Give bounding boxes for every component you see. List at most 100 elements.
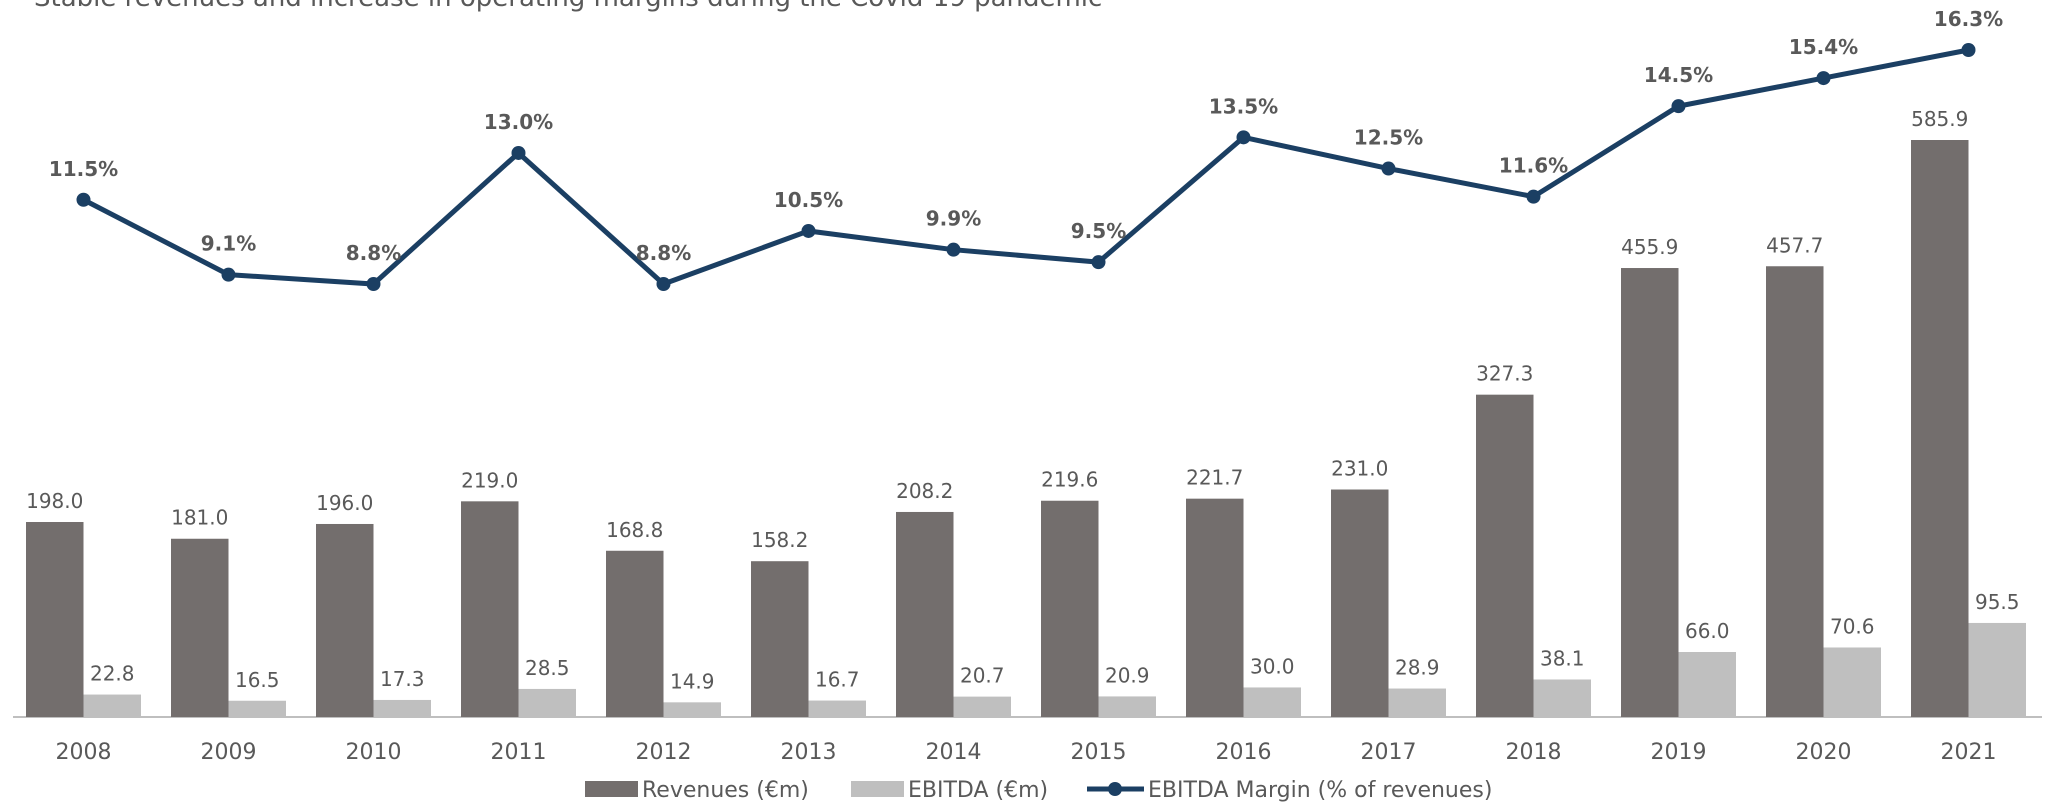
data-label: 585.9 [1911, 107, 1968, 131]
line-point [366, 277, 381, 291]
x-tick-label: 2017 [1361, 740, 1417, 765]
x-tick-label: 2015 [1071, 740, 1127, 765]
data-label: 14.9 [670, 669, 715, 693]
bar [1388, 688, 1446, 717]
legend-label: Revenues (€m) [642, 778, 809, 803]
data-label: 11.5% [49, 157, 118, 181]
data-label: 198.0 [26, 489, 83, 513]
data-label: 221.7 [1186, 466, 1243, 490]
data-label: 70.6 [1830, 614, 1875, 638]
bar [1331, 489, 1389, 717]
line-point [946, 242, 961, 257]
line-point [1961, 43, 1976, 57]
legend-swatch [585, 781, 638, 797]
x-tick-label: 2013 [781, 740, 837, 765]
x-tick-label: 2020 [1796, 740, 1852, 765]
data-label: 30.0 [1250, 654, 1295, 678]
bar [83, 694, 141, 717]
bar [228, 700, 286, 717]
line-point [1671, 99, 1686, 114]
bar [1186, 498, 1244, 717]
line-point [1236, 130, 1251, 145]
x-tick-label: 2014 [926, 740, 982, 765]
line-point [511, 145, 526, 160]
chart-title: Stable revenues and increase in operatin… [34, 0, 1102, 13]
data-label: 66.0 [1685, 619, 1730, 643]
x-tick-label: 2011 [491, 740, 547, 765]
bar [751, 561, 809, 717]
data-label: 12.5% [1354, 126, 1423, 150]
x-tick-label: 2021 [1941, 740, 1997, 765]
line-point [1526, 189, 1541, 204]
bar [953, 696, 1011, 717]
bar [373, 699, 431, 717]
line-point [1816, 71, 1831, 86]
line-point [1381, 161, 1396, 176]
data-label: 16.5 [235, 668, 280, 692]
legend-swatch [1108, 782, 1122, 796]
data-label: 208.2 [896, 479, 953, 503]
bar [1823, 647, 1881, 717]
bar [1621, 268, 1679, 717]
bar [1911, 140, 1969, 717]
data-label: 455.9 [1621, 235, 1678, 259]
bar [1968, 622, 2026, 717]
line [82, 47, 1969, 287]
bar [896, 511, 954, 717]
data-label: 20.7 [960, 664, 1005, 688]
data-label: 168.8 [606, 518, 663, 542]
line-point [1091, 255, 1106, 270]
data-label: 38.1 [1540, 646, 1585, 670]
data-label: 9.9% [926, 207, 981, 231]
bar [1041, 500, 1099, 717]
line-point [76, 192, 91, 207]
bar [316, 523, 374, 717]
bar [1476, 394, 1534, 717]
data-label: 219.6 [1041, 468, 1098, 492]
x-tick-label: 2016 [1216, 740, 1272, 765]
bar [663, 702, 721, 717]
x-tick-label: 2008 [56, 740, 112, 765]
data-label: 231.0 [1331, 457, 1388, 481]
data-label: 8.8% [636, 241, 691, 265]
data-label: 196.0 [316, 491, 373, 515]
data-label: 219.0 [461, 468, 518, 492]
x-tick-label: 2009 [201, 740, 257, 765]
data-label: 181.0 [171, 506, 228, 530]
x-tick-label: 2010 [346, 740, 402, 765]
x-tick-label: 2018 [1506, 740, 1562, 765]
data-label: 158.2 [751, 528, 808, 552]
bar [606, 550, 664, 717]
bar [1766, 266, 1824, 717]
data-label: 13.0% [484, 110, 553, 134]
bar [1098, 696, 1156, 717]
legend-label: EBITDA Margin (% of revenues) [1148, 778, 1492, 803]
data-label: 10.5% [774, 188, 843, 212]
legend-label: EBITDA (€m) [908, 778, 1048, 803]
bar [26, 522, 84, 717]
bar [808, 700, 866, 717]
data-label: 17.3 [380, 667, 425, 691]
data-label: 9.5% [1071, 219, 1126, 243]
data-label: 16.7 [815, 668, 860, 692]
data-label: 15.4% [1789, 35, 1858, 59]
data-label: 11.6% [1499, 154, 1568, 178]
data-label: 457.7 [1766, 233, 1823, 257]
data-label: 14.5% [1644, 63, 1713, 87]
bar [1243, 687, 1301, 717]
bar [1533, 679, 1591, 717]
line-point [221, 267, 236, 282]
x-tick-label: 2019 [1651, 740, 1707, 765]
data-label: 9.1% [201, 232, 256, 256]
bar [518, 688, 576, 717]
x-tick-label: 2012 [636, 740, 692, 765]
bar [1678, 652, 1736, 717]
data-label: 8.8% [346, 241, 401, 265]
data-label: 13.5% [1209, 94, 1278, 118]
data-label: 16.3% [1934, 7, 2003, 31]
data-label: 20.9 [1105, 663, 1150, 687]
bar [171, 538, 229, 717]
data-label: 327.3 [1476, 362, 1533, 386]
data-label: 28.9 [1395, 656, 1440, 680]
